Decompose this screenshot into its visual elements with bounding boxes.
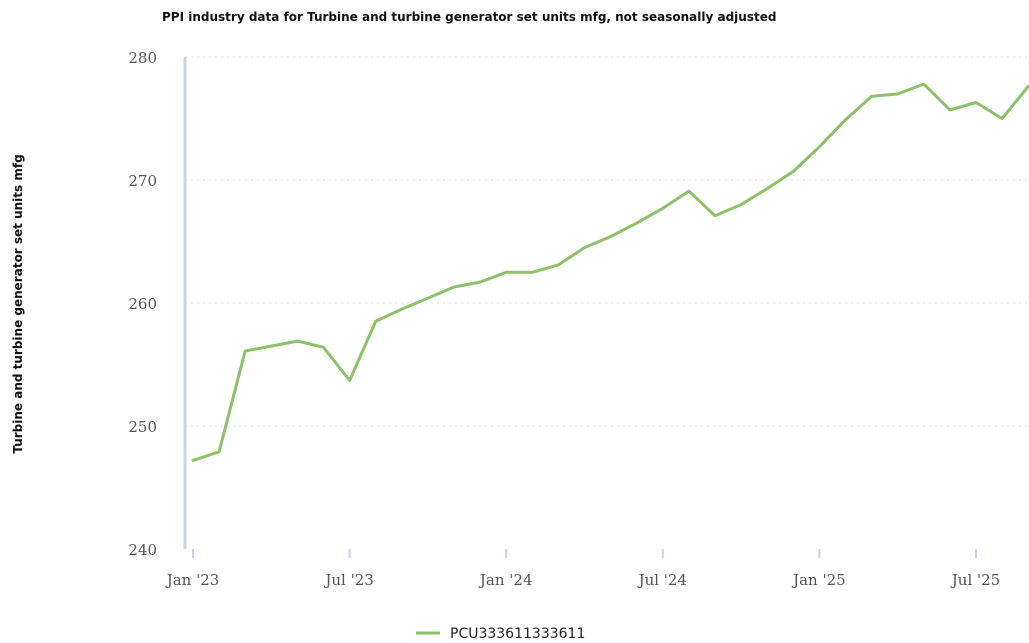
chart-title: PPI industry data for Turbine and turbin… — [162, 10, 776, 24]
x-tick-label-2024-07: Jul '24 — [637, 571, 687, 589]
grid-lines — [185, 56, 1029, 427]
series-line-PCU333611333611[interactable] — [191, 82, 1029, 462]
legend-label: PCU333611333611 — [450, 626, 585, 642]
x-tick-label-2023-01: Jan '23 — [165, 571, 220, 589]
y-tick-label-250: 250 — [128, 418, 157, 436]
x-tick-label-2023-07: Jul '23 — [323, 571, 373, 589]
x-tick-label-2025-01: Jan '25 — [791, 571, 846, 589]
x-tick-label-2025-07: Jul '25 — [950, 571, 1000, 589]
x-tick-label-2024-01: Jan '24 — [478, 571, 533, 589]
y-axis-label: Turbine and turbine generator set units … — [11, 154, 25, 453]
y-tick-label-260: 260 — [128, 295, 157, 313]
y-tick-label-270: 270 — [128, 172, 157, 190]
y-tick-label-240: 240 — [128, 541, 157, 559]
y-tick-label-280: 280 — [128, 49, 157, 67]
x-axis-ticks: Jan '23 Jul '23 Jan '24 Jul '24 Jan '25 Jul '… — [165, 549, 1000, 589]
y-axis-ticks: 240 250 260 270 280 — [128, 49, 157, 559]
legend[interactable]: PCU333611333611 — [416, 626, 585, 642]
series-layer — [191, 82, 1029, 462]
